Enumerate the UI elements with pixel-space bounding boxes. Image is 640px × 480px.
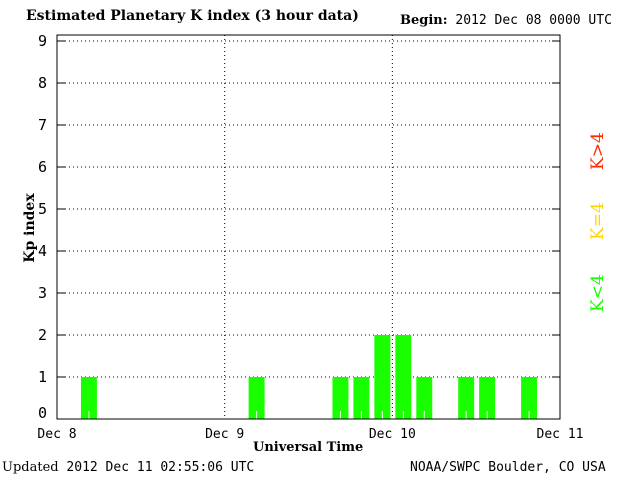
kp-bar bbox=[332, 377, 349, 419]
legend-k-equal-4: K=4 bbox=[588, 202, 608, 240]
kp-bar bbox=[395, 335, 412, 419]
y-tick-label: 0 bbox=[38, 404, 47, 422]
x-tick-label: Dec 9 bbox=[205, 427, 244, 442]
y-tick-label: 7 bbox=[38, 116, 47, 134]
kp-bar bbox=[458, 377, 475, 419]
begin-value: 2012 Dec 08 0000 UTC bbox=[455, 13, 612, 28]
y-tick-label: 4 bbox=[38, 242, 47, 260]
y-tick-label: 1 bbox=[38, 368, 47, 386]
x-axis-label: Universal Time bbox=[253, 440, 364, 455]
updated-value: 2012 Dec 11 02:55:06 UTC bbox=[66, 460, 255, 475]
chart-title: Estimated Planetary K index (3 hour data… bbox=[26, 8, 359, 24]
kp-bar bbox=[374, 335, 391, 419]
kp-bar bbox=[416, 377, 433, 419]
credit: NOAA/SWPC Boulder, CO USA bbox=[410, 460, 606, 475]
x-tick-label: Dec 11 bbox=[537, 427, 584, 442]
begin-label: Begin: bbox=[400, 13, 448, 28]
updated-label: Updated bbox=[2, 460, 59, 475]
plot-frame bbox=[56, 34, 561, 420]
y-tick-label: 6 bbox=[38, 158, 47, 176]
y-axis-label: Kp index bbox=[22, 193, 38, 263]
y-tick-label: 3 bbox=[38, 284, 47, 302]
kp-bar bbox=[353, 377, 370, 419]
y-tick-label: 8 bbox=[38, 74, 47, 92]
legend-k-less-4: K<4 bbox=[588, 274, 608, 312]
kp-bar bbox=[479, 377, 496, 419]
kp-bar bbox=[248, 377, 265, 419]
begin-info: Begin: 2012 Dec 08 0000 UTC bbox=[400, 13, 612, 28]
y-tick-label: 5 bbox=[38, 200, 47, 218]
kp-bar bbox=[80, 377, 97, 419]
y-tick-label: 2 bbox=[38, 326, 47, 344]
y-tick-label: 9 bbox=[38, 32, 47, 50]
x-tick-label: Dec 8 bbox=[37, 427, 76, 442]
updated-info: Updated 2012 Dec 11 02:55:06 UTC bbox=[2, 460, 254, 475]
legend-k-greater-4: K>4 bbox=[588, 132, 608, 170]
x-tick-label: Dec 10 bbox=[369, 427, 416, 442]
kp-bar bbox=[521, 377, 538, 419]
